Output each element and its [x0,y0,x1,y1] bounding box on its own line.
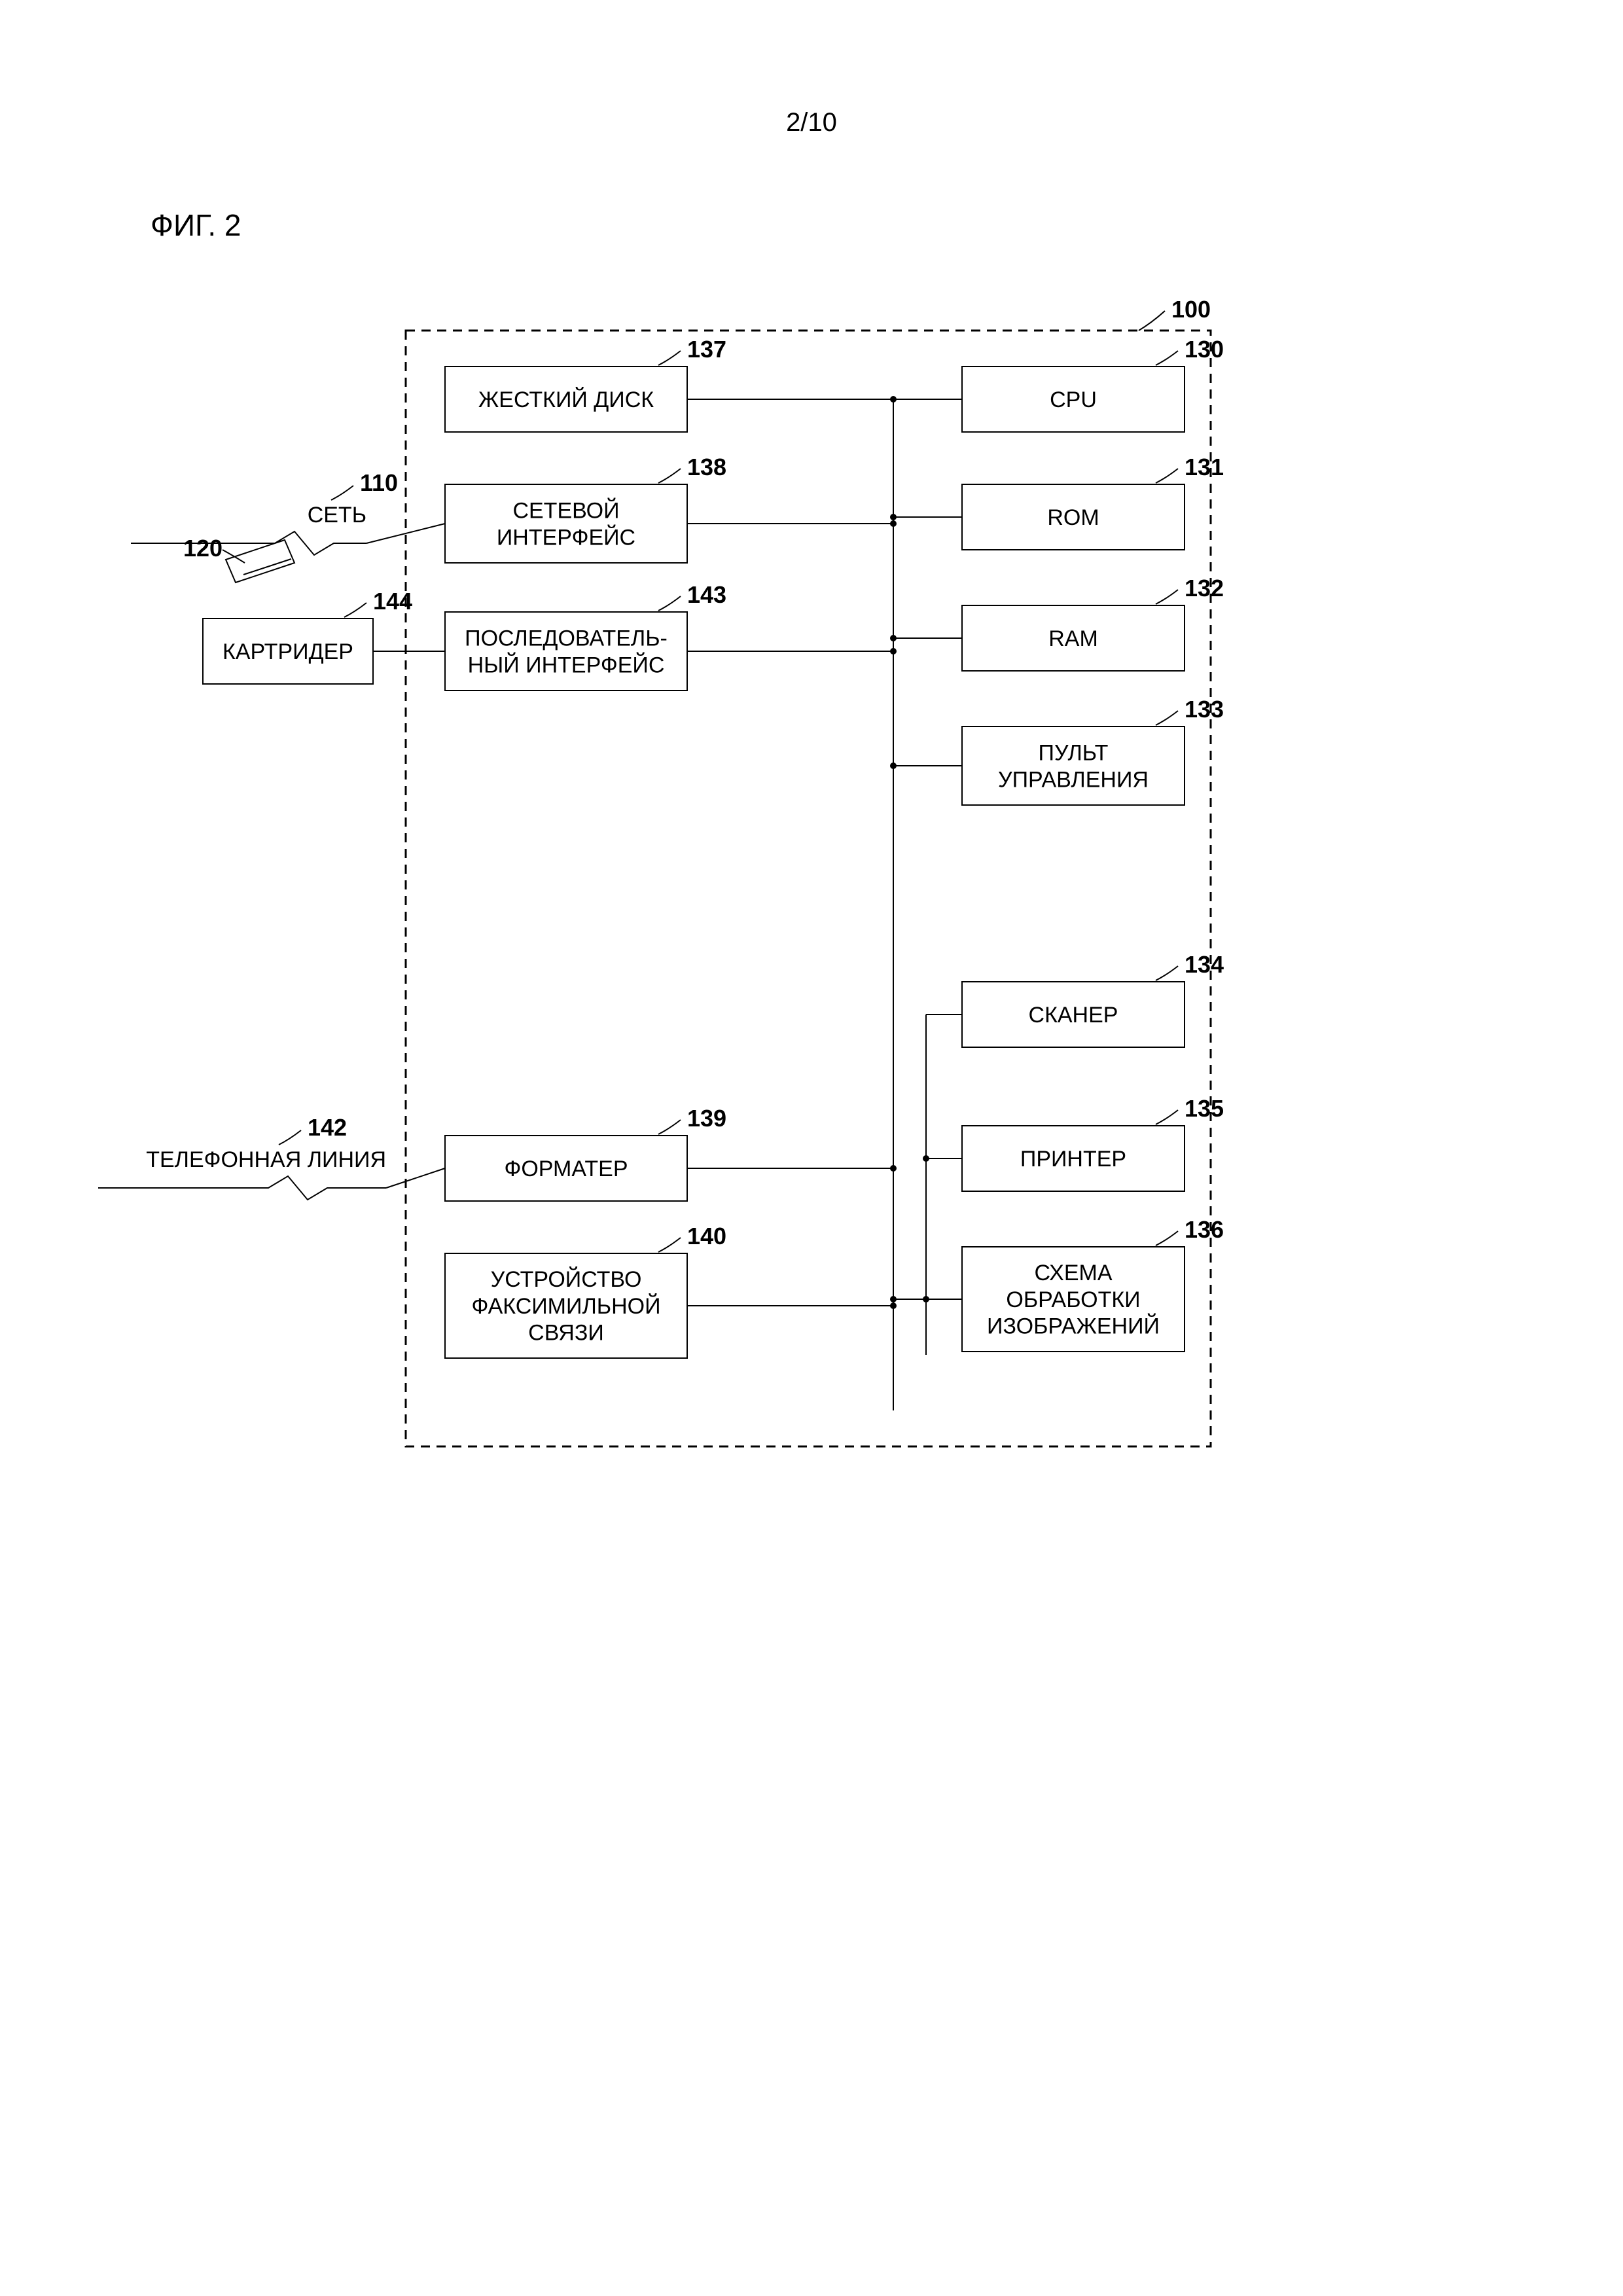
leader-132 [1156,590,1178,604]
leader-134 [1156,966,1178,980]
block-fax-label-2: СВЯЗИ [528,1321,604,1346]
block-imgproc-label-2: ИЗОБРАЖЕНИЙ [987,1314,1160,1339]
leader-131 [1156,469,1178,483]
ref-110: 110 [360,469,398,496]
ref-139: 139 [687,1105,726,1132]
block-fax-label-1: ФАКСИМИЛЬНОЙ [471,1294,660,1319]
ref-136: 136 [1185,1216,1224,1243]
phone-stub-icon [98,1176,386,1200]
block-rom-label-0: ROM [1047,505,1099,530]
block-panel [962,726,1185,805]
leader-110 [331,486,353,500]
diagram-canvas: 2/10 ФИГ. 2 100 ЖЕСТКИЙ ДИСК 137 СЕТЕВОЙИНТЕР… [0,0,1623,2296]
ref-142: 142 [308,1114,347,1141]
block-scanner-label-0: СКАНЕР [1029,1003,1118,1028]
leader-140 [658,1238,681,1252]
ref-144: 144 [373,588,412,615]
block-netif-label-0: СЕТЕВОЙ [512,499,619,524]
block-serial [445,612,687,691]
figure-title: ФИГ. 2 [151,208,241,242]
leader-144 [344,603,366,617]
leader-100 [1139,311,1165,331]
block-imgproc-label-1: ОБРАБОТКИ [1006,1287,1140,1312]
wire [386,1168,445,1188]
block-serial-label-0: ПОСЛЕДОВАТЕЛЬ- [465,626,668,651]
block-cardreader-label: КАРТРИДЕР [223,639,353,664]
ref-134: 134 [1185,951,1224,978]
block-printer-label-0: ПРИНТЕР [1020,1147,1126,1172]
ref-138: 138 [687,454,726,480]
block-cpu-label-0: CPU [1050,387,1097,412]
ref-132: 132 [1185,575,1224,601]
leader-143 [658,596,681,611]
block-fax-label-0: УСТРОЙСТВО [491,1267,642,1292]
ref-135: 135 [1185,1095,1224,1122]
ref-130: 130 [1185,336,1224,363]
leader-137 [658,351,681,365]
block-netif [445,484,687,563]
phone-label: ТЕЛЕФОННАЯ ЛИНИЯ [146,1147,386,1172]
block-serial-label-1: НЫЙ ИНТЕРФЕЙС [468,653,665,677]
block-panel-label-0: ПУЛЬТ [1039,741,1109,766]
leader-130 [1156,351,1178,365]
block-ram-label-0: RAM [1048,626,1098,651]
leader-138 [658,469,681,483]
ref-133: 133 [1185,696,1224,723]
leader-142 [279,1130,301,1145]
block-imgproc-label-0: СХЕМА [1035,1261,1113,1285]
ref-140: 140 [687,1223,726,1249]
block-netif-label-1: ИНТЕРФЕЙС [497,525,635,550]
ref-137: 137 [687,336,726,363]
block-formatter-label-0: ФОРМАТЕР [504,1157,628,1181]
leader-135 [1156,1110,1178,1124]
leader-139 [658,1120,681,1134]
ref-120: 120 [183,535,223,562]
block-hdd-label-0: ЖЕСТКИЙ ДИСК [478,387,654,412]
leader-133 [1156,711,1178,725]
network-label: СЕТЬ [308,503,366,528]
leader-136 [1156,1231,1178,1246]
block-panel-label-1: УПРАВЛЕНИЯ [998,767,1149,792]
ref-100: 100 [1171,296,1211,323]
page-number: 2/10 [786,108,837,137]
ref-143: 143 [687,581,726,608]
ref-131: 131 [1185,454,1224,480]
